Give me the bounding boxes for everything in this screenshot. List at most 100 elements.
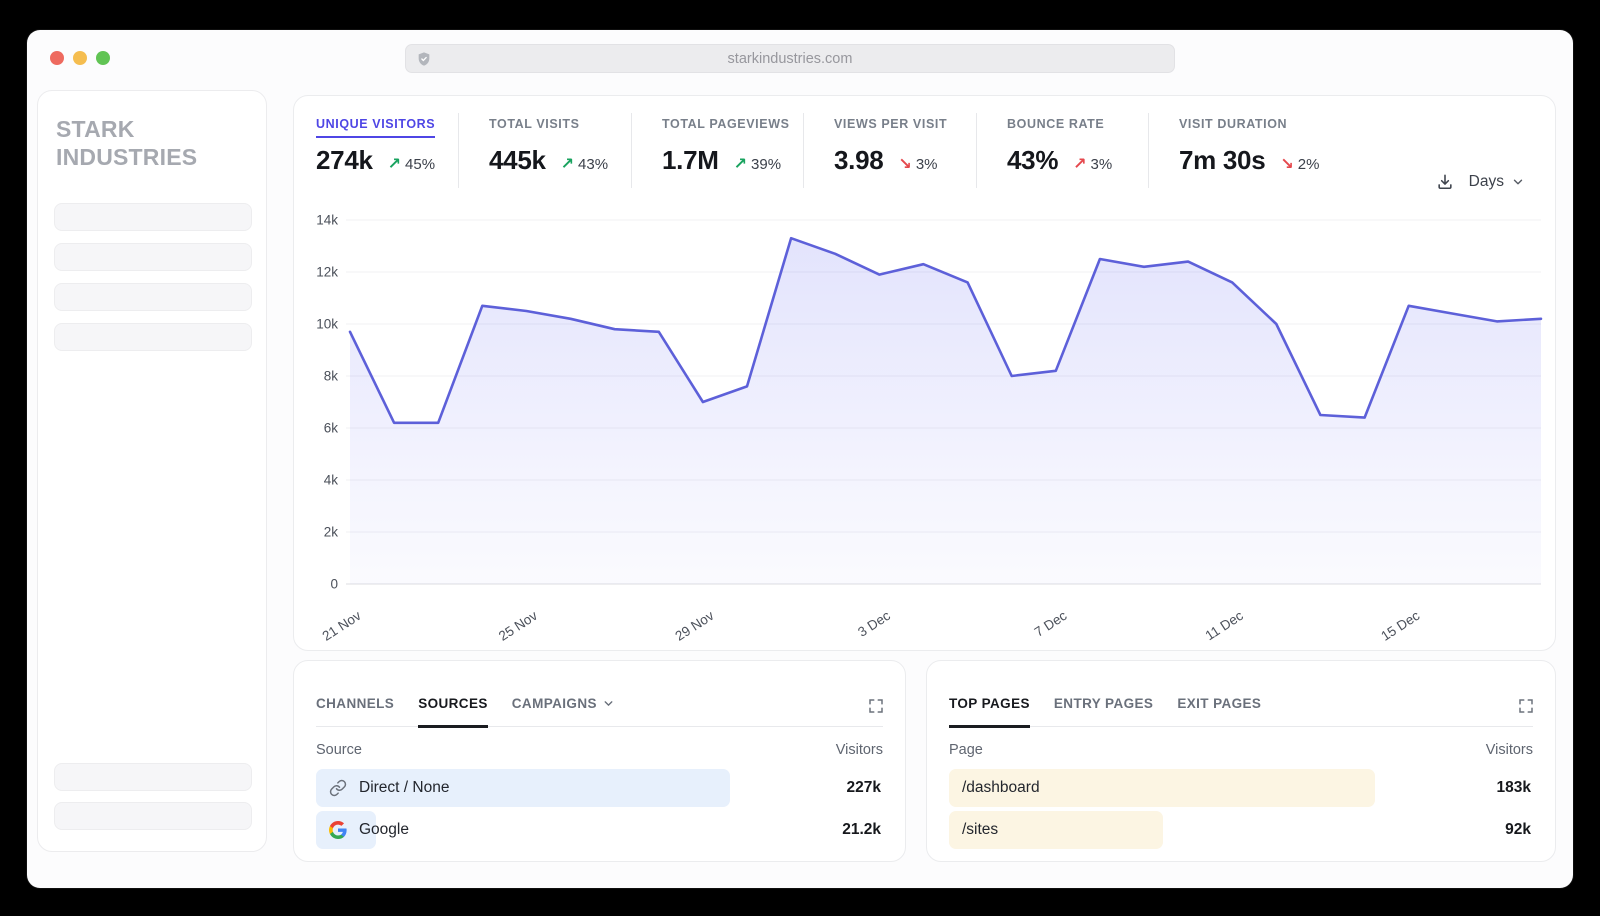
row-value: 227k [846, 779, 881, 796]
tab-channels[interactable]: CHANNELS [316, 696, 394, 728]
row-name: Google [359, 821, 409, 838]
svg-text:10k: 10k [316, 317, 338, 332]
visitors-area-chart: 0 2k 4k 6k 8k 10k 12k 14k 21 Nov 25 Nov 29 Nov 3 De… [306, 206, 1549, 646]
metric-views-per-visit[interactable]: VIEWS PER VISIT 3.98 ↘ 3% [803, 113, 976, 188]
metrics-bar: UNIQUE VISITORS 274k ↗ 45% TOTAL VISITS 445k ↗… [294, 96, 1555, 188]
metric-delta: ↗ 45% [388, 154, 435, 174]
row-value: 21.2k [842, 821, 881, 838]
sources-tabs: CHANNELS SOURCES CAMPAIGNS [316, 661, 883, 728]
shield-icon [416, 51, 432, 67]
table-row[interactable]: /sites 92k [949, 811, 1533, 849]
interval-dropdown[interactable]: Days [1469, 173, 1525, 191]
chevron-down-icon [1511, 175, 1525, 189]
trend-up-icon: ↗ [560, 156, 575, 173]
pages-column-headers: Page Visitors [949, 742, 1533, 758]
row-value: 92k [1505, 821, 1531, 838]
svg-text:12k: 12k [316, 265, 338, 280]
tab-label: TOP PAGES [949, 696, 1030, 711]
metric-delta-percent: 2% [1297, 156, 1320, 173]
row-label: Google [316, 821, 409, 839]
column-header-visitors: Visitors [835, 742, 883, 758]
column-header-page: Page [949, 742, 983, 758]
download-icon[interactable] [1435, 172, 1455, 192]
tab-label: SOURCES [418, 696, 488, 711]
table-row[interactable]: /dashboard 183k [949, 769, 1533, 807]
visitors-card: UNIQUE VISITORS 274k ↗ 45% TOTAL VISITS 445k ↗… [293, 95, 1556, 651]
metric-visit-duration[interactable]: VISIT DURATION 7m 30s ↘ 2% [1148, 113, 1319, 188]
pages-rows: /dashboard 183k/sites 92k [949, 769, 1533, 849]
interval-dropdown-label: Days [1468, 173, 1504, 190]
tab-campaigns[interactable]: CAMPAIGNS [512, 696, 615, 728]
link-icon [329, 779, 347, 797]
metric-delta: ↘ 2% [1280, 154, 1319, 174]
metric-delta: ↘ 3% [898, 154, 937, 174]
row-name: /dashboard [962, 779, 1040, 796]
pages-tabs: TOP PAGES ENTRY PAGES EXIT PAGES [949, 661, 1533, 728]
trend-up-icon: ↗ [1073, 156, 1087, 173]
tab-top-pages[interactable]: TOP PAGES [949, 696, 1030, 728]
value-bar [316, 769, 730, 807]
tab-entry-pages[interactable]: ENTRY PAGES [1054, 696, 1153, 728]
tab-exit-pages[interactable]: EXIT PAGES [1177, 696, 1261, 728]
sources-column-headers: Source Visitors [316, 742, 883, 758]
sidebar: STARK INDUSTRIES [37, 90, 267, 852]
metric-value: 1.7M [662, 145, 719, 175]
table-row[interactable]: Google 21.2k [316, 811, 883, 849]
tab-label: EXIT PAGES [1177, 696, 1262, 711]
trend-up-icon: ↗ [387, 156, 402, 173]
expand-icon[interactable] [1517, 697, 1535, 715]
metric-label: UNIQUE VISITORS [316, 117, 436, 138]
close-window-button[interactable] [50, 51, 64, 65]
sources-panel: CHANNELS SOURCES CAMPAIGNS Source Visitors… [293, 660, 906, 862]
metric-delta: ↗ 39% [734, 154, 781, 174]
tab-sources[interactable]: SOURCES [418, 696, 488, 728]
value-bar [949, 811, 1164, 849]
column-header-source: Source [316, 742, 362, 758]
address-bar-url: starkindustries.com [727, 50, 853, 67]
table-row[interactable]: Direct / None 227k [316, 769, 883, 807]
maximize-window-button[interactable] [96, 51, 110, 65]
metric-label: VIEWS PER VISIT [834, 117, 948, 131]
sidebar-placeholder-item [54, 323, 252, 352]
svg-text:11 Dec: 11 Dec [1203, 608, 1246, 643]
row-name: Direct / None [359, 779, 450, 796]
metric-label: BOUNCE RATE [1007, 117, 1105, 131]
chevron-down-icon [602, 697, 615, 710]
metric-total-visits[interactable]: TOTAL VISITS 445k ↗ 43% [458, 113, 631, 188]
svg-text:7 Dec: 7 Dec [1032, 608, 1070, 640]
pages-panel: TOP PAGES ENTRY PAGES EXIT PAGES Page Visi… [926, 660, 1556, 862]
trend-up-icon: ↗ [733, 156, 748, 173]
svg-text:0: 0 [330, 577, 338, 592]
minimize-window-button[interactable] [73, 51, 87, 65]
brand-logo: STARK INDUSTRIES [56, 116, 198, 171]
tab-label: CAMPAIGNS [511, 696, 597, 711]
sidebar-placeholder-item [54, 802, 252, 830]
metric-total-pageviews[interactable]: TOTAL PAGEVIEWS 1.7M ↗ 39% [631, 113, 803, 188]
metric-bounce-rate[interactable]: BOUNCE RATE 43% ↗ 3% [976, 113, 1148, 188]
row-value: 183k [1496, 779, 1531, 796]
chart-toolbar: Days [1435, 172, 1525, 192]
svg-text:21 Nov: 21 Nov [320, 608, 364, 644]
row-label: Direct / None [316, 779, 449, 797]
metric-delta: ↗ 3% [1073, 154, 1112, 174]
sidebar-placeholder-item [54, 283, 252, 312]
metric-value: 445k [489, 145, 546, 175]
sidebar-placeholder-item [54, 243, 252, 272]
metric-unique-visitors[interactable]: UNIQUE VISITORS 274k ↗ 45% [294, 113, 458, 188]
address-bar[interactable]: starkindustries.com [405, 44, 1175, 73]
window-controls [50, 51, 110, 65]
value-bar [949, 769, 1376, 807]
row-label: /dashboard [949, 779, 1040, 797]
metric-label: VISIT DURATION [1179, 117, 1288, 131]
metric-delta-percent: 39% [751, 156, 782, 173]
sidebar-placeholder-item [54, 763, 252, 791]
metric-value: 3.98 [834, 145, 884, 175]
expand-icon[interactable] [867, 697, 885, 715]
svg-text:25 Nov: 25 Nov [496, 608, 540, 644]
sources-rows: Direct / None 227k Google 21.2k [316, 769, 883, 849]
tab-label: CHANNELS [316, 696, 395, 711]
metric-delta-percent: 45% [405, 156, 436, 173]
metric-label: TOTAL PAGEVIEWS [662, 117, 790, 131]
tab-label: ENTRY PAGES [1053, 696, 1154, 711]
trend-down-icon: ↘ [1280, 156, 1294, 173]
